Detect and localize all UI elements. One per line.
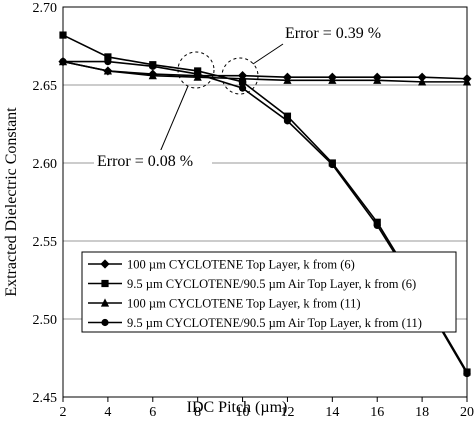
annotation: Error = 0.08 % [97,153,193,170]
marker [104,53,112,61]
highlight-circle [177,51,215,89]
marker [418,77,427,86]
legend-label: 100 µm CYCLOTENE Top Layer, k from (11) [127,297,361,311]
legend-box [81,251,457,333]
highlight-circle [221,57,259,95]
marker [462,77,472,86]
x-tick-label: 4 [104,405,111,417]
marker [283,75,292,84]
legend-label: 100 µm CYCLOTENE Top Layer, k from (6) [127,258,355,272]
marker [238,74,247,83]
x-tick-label: 10 [236,405,250,417]
x-tick-label: 12 [280,405,294,417]
marker [373,75,382,84]
x-tick-label: 2 [60,405,67,417]
marker [100,259,110,269]
x-axis-label: IDC Pitch (µm) [187,399,288,416]
marker [149,62,157,70]
plot-frame [62,6,468,398]
x-tick-label: 18 [415,405,429,417]
y-tick-label: 2.55 [33,235,58,250]
marker [238,84,247,92]
marker [194,70,202,78]
x-tick-label: 14 [325,405,339,417]
x-tick-label: 6 [149,405,156,417]
marker [100,298,110,307]
marker [283,117,292,125]
annotation: Error = 0.39 % [285,25,381,42]
marker [373,221,381,229]
series-line [62,60,467,83]
annotation-bg [94,150,212,170]
annotation-arrow [252,43,284,65]
y-tick-label: 2.60 [33,157,58,172]
legend-label: 9.5 µm CYCLOTENE/90.5 µm Air Top Layer, … [127,316,422,330]
series-line [62,60,468,80]
marker [328,75,337,84]
marker [417,72,427,82]
y-tick-label: 2.65 [33,79,58,94]
marker [101,279,109,288]
marker [283,112,292,120]
marker [59,58,67,66]
marker [103,66,112,75]
marker [463,370,471,378]
marker [148,71,157,80]
y-axis-label: Extracted Dielectric Constant [3,107,20,297]
marker [104,58,112,66]
x-tick-label: 20 [460,405,474,417]
marker [101,318,109,327]
marker [59,31,67,39]
legend: 100 µm CYCLOTENE Top Layer, k from (6) 9.… [81,251,457,333]
annotation-arrow [159,85,189,153]
x-tick-label: 8 [194,405,201,417]
marker [328,160,336,169]
x-tick-label: 16 [370,405,384,417]
legend-label: 9.5 µm CYCLOTENE/90.5 µm Air Top Layer, … [127,277,416,291]
y-tick-label: 2.70 [33,1,58,16]
annotation-bg [282,22,400,42]
y-tick-label: 2.50 [33,313,58,328]
y-tick-label: 2.45 [33,391,58,406]
